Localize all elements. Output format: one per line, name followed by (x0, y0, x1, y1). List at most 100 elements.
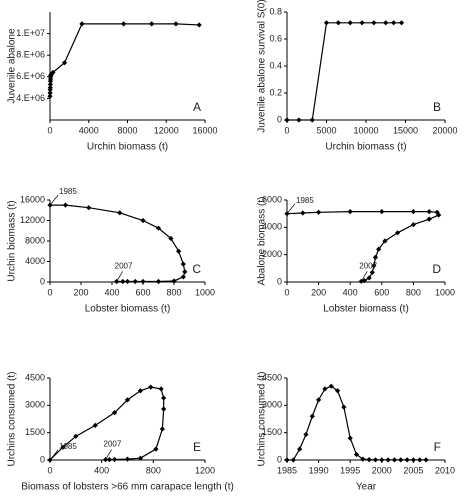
data-point (398, 20, 405, 26)
x-tick-label: 400 (343, 287, 358, 297)
data-point (158, 386, 164, 392)
panel-label: F (434, 440, 441, 454)
x-tick-label: 600 (135, 287, 150, 297)
y-axis-title: Juvenile abalone survival S(0) (257, 0, 268, 133)
data-point (410, 209, 416, 215)
data-point (297, 446, 303, 452)
data-point (334, 388, 341, 394)
data-point (347, 20, 353, 26)
y-tick-label: 4500 (262, 372, 282, 382)
data-point (48, 72, 54, 78)
data-point (173, 21, 179, 27)
y-tick-label: 0.4 (269, 60, 282, 70)
y-tick-label: 4.E+06 (16, 93, 45, 103)
data-point (159, 426, 165, 432)
data-point (290, 457, 296, 463)
annotation: 1985 (59, 442, 77, 451)
data-point (161, 395, 167, 401)
x-tick-label: 10000 (353, 125, 378, 135)
data-point (140, 217, 146, 224)
panel-label: E (193, 440, 201, 454)
data-point (60, 444, 66, 450)
data-point (296, 117, 302, 123)
y-tick-label: 8.E+06 (16, 50, 45, 60)
data-point (366, 457, 372, 463)
data-point (61, 60, 68, 66)
data-point (124, 278, 131, 285)
data-point (361, 278, 368, 284)
y-tick-label: 0 (277, 114, 282, 124)
x-tick-label: 16000 (192, 125, 217, 135)
x-tick-label: 1995 (340, 465, 360, 475)
x-tick-label: 2000 (372, 465, 392, 475)
data-point (391, 20, 397, 26)
x-axis-title: Biomass of lobsters >66 mm carapace leng… (21, 482, 234, 493)
x-tick-label: 0 (284, 125, 289, 135)
annotation-leader (360, 271, 368, 282)
data-point (47, 93, 53, 99)
data-point (92, 422, 98, 428)
x-tick-label: 2010 (435, 465, 455, 475)
annotation: 2007 (359, 261, 377, 270)
x-tick-label: 8000 (117, 125, 137, 135)
data-point (124, 456, 131, 462)
data-line (286, 211, 440, 282)
data-line (287, 22, 402, 121)
x-tick-label: 12000 (154, 125, 179, 135)
data-point (300, 210, 306, 216)
x-tick-label: 20000 (432, 125, 457, 135)
data-point (111, 456, 118, 463)
x-tick-label: 800 (146, 465, 161, 475)
y-tick-label: 1500 (25, 427, 45, 437)
y-tick-label: 6000 (262, 194, 282, 204)
data-point (180, 274, 186, 280)
data-point (284, 457, 290, 463)
data-point (168, 235, 174, 242)
x-tick-label: 1000 (435, 287, 455, 297)
data-point (316, 209, 322, 215)
data-point (347, 435, 353, 441)
data-point (120, 278, 126, 285)
panel-label: D (432, 262, 441, 276)
x-tick-label: 600 (374, 287, 389, 297)
data-point (369, 269, 375, 276)
data-point (86, 205, 92, 211)
x-tick-label: 200 (73, 287, 88, 297)
y-tick-label: 6.E+06 (16, 71, 45, 81)
data-point (410, 222, 416, 228)
data-point (137, 455, 144, 461)
x-tick-label: 1000 (195, 287, 215, 297)
data-point (328, 383, 334, 389)
y-tick-label: 0 (277, 454, 282, 464)
y-tick-label: 4500 (25, 372, 45, 382)
y-axis-title: Urchin biomass (t) (7, 200, 18, 281)
data-point (371, 20, 377, 26)
data-point (309, 413, 315, 419)
data-point (117, 210, 123, 216)
data-point (434, 209, 440, 215)
data-point (303, 431, 309, 438)
x-axis-title: Urchin biomass (t) (87, 142, 168, 153)
x-tick-label: 400 (104, 287, 119, 297)
y-tick-label: 3000 (25, 400, 45, 410)
panel-label: B (433, 100, 441, 114)
data-point (79, 21, 85, 27)
x-tick-label: 0 (47, 465, 52, 475)
x-tick-label: 200 (311, 287, 326, 297)
data-point (372, 254, 379, 260)
data-point (391, 457, 398, 463)
data-point (149, 21, 155, 27)
data-point (137, 388, 144, 394)
data-point (132, 278, 138, 285)
data-point (404, 457, 410, 463)
data-point (371, 263, 377, 269)
data-point (47, 90, 53, 96)
data-point (176, 248, 182, 254)
data-point (366, 275, 372, 281)
data-point (284, 117, 290, 123)
y-axis-title: Juvenile abalone (7, 28, 18, 103)
data-point (436, 212, 442, 218)
data-point (360, 456, 366, 462)
x-tick-label: 1990 (309, 465, 329, 475)
